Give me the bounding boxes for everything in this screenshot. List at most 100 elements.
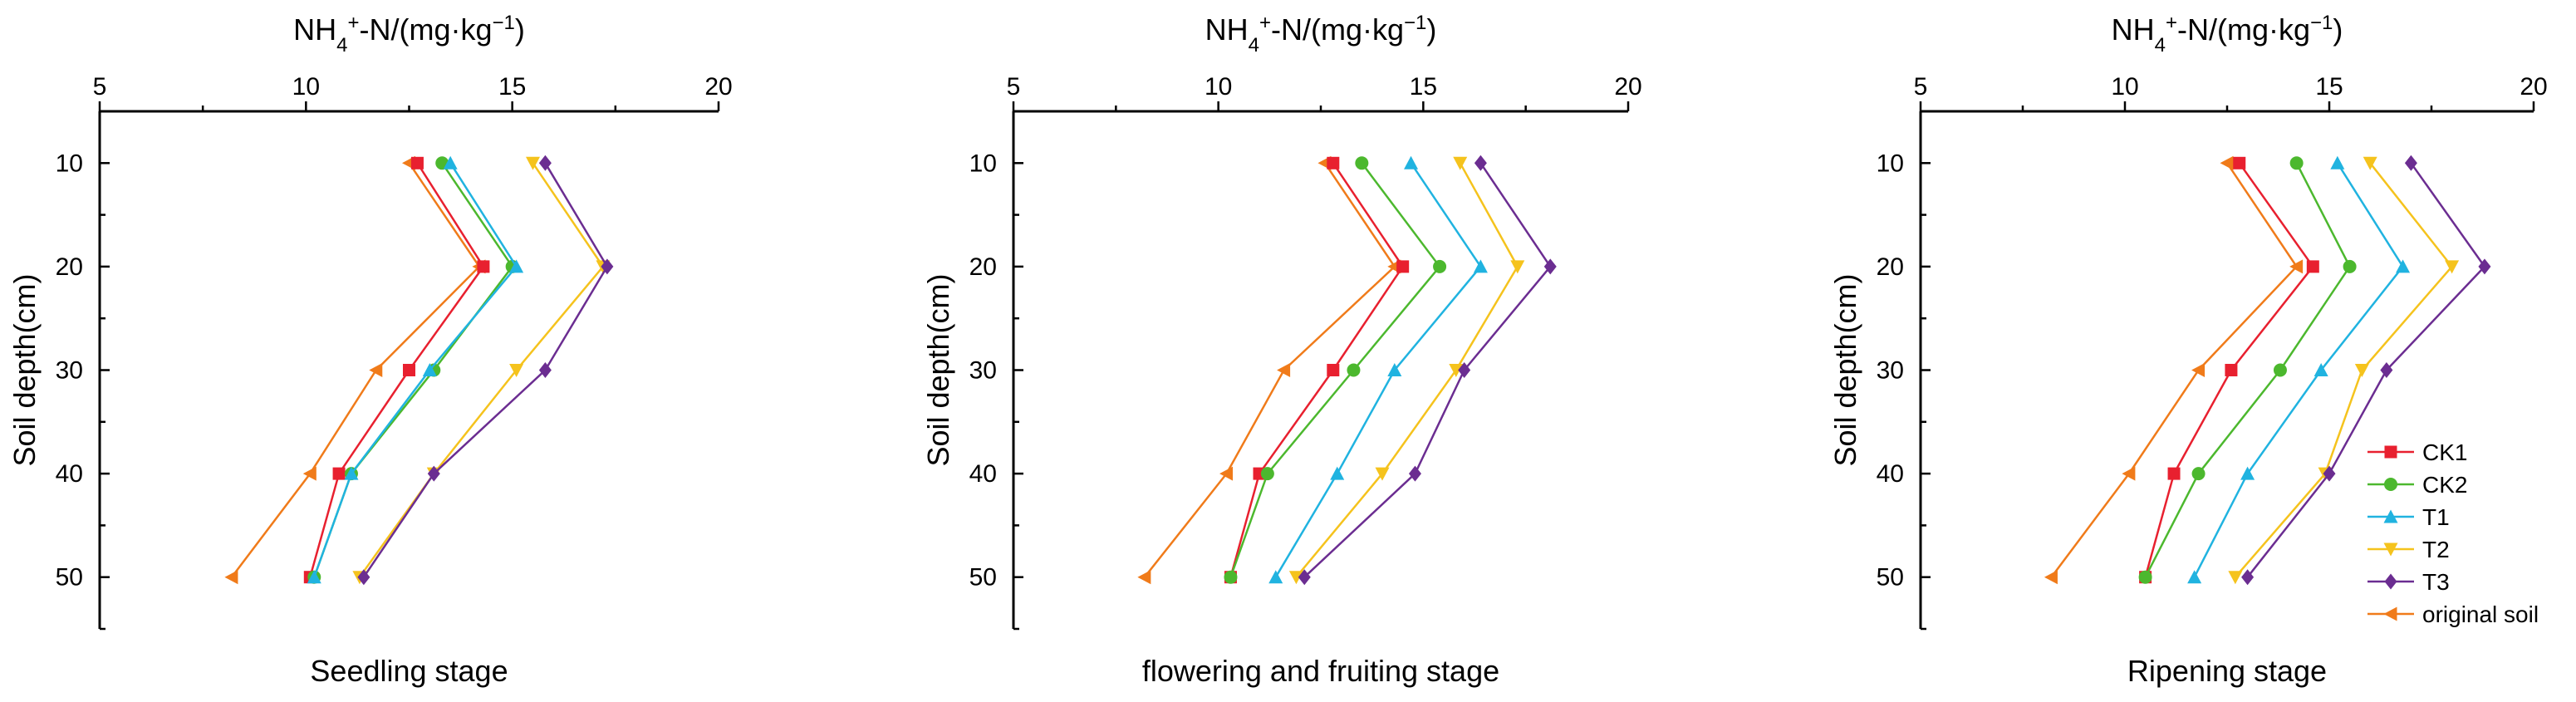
legend-label: original soil	[2422, 601, 2539, 627]
data-point	[357, 569, 370, 586]
data-point	[1327, 364, 1340, 376]
data-point	[1473, 259, 1488, 273]
y-axis-title: Soil depth(cm)	[7, 273, 42, 466]
data-point	[1224, 570, 1238, 584]
x-axis-title-part: 4	[336, 34, 347, 56]
y-tick-label: 30	[56, 357, 83, 385]
x-tick-label: 5	[1914, 73, 1928, 101]
x-tick-label: 15	[498, 73, 526, 101]
stage-label: flowering and fruiting stage	[1142, 654, 1499, 688]
data-point	[344, 466, 359, 480]
data-point	[302, 466, 316, 481]
data-point	[2138, 570, 2152, 584]
series-t1	[307, 155, 524, 584]
x-axis-title-part: -N/(mg·kg	[360, 12, 493, 47]
data-point	[2404, 155, 2417, 171]
data-point	[2380, 362, 2393, 378]
legend-entry: CK1	[2367, 439, 2467, 465]
x-tick-label: 20	[704, 73, 732, 101]
x-axis-title-part: 4	[1249, 34, 1259, 56]
data-point	[369, 363, 383, 377]
data-point	[509, 259, 524, 273]
data-point	[427, 465, 440, 482]
data-point	[477, 260, 490, 273]
series-line	[358, 162, 605, 578]
data-point	[1510, 260, 1525, 274]
data-point	[1137, 570, 1151, 585]
x-tick-label: 20	[2520, 73, 2547, 101]
x-axis-title-part: NH	[293, 12, 336, 47]
data-point	[2330, 155, 2345, 169]
x-tick-label: 15	[1410, 73, 1437, 101]
series-original-soil	[1137, 155, 1401, 585]
data-point	[1396, 260, 1410, 273]
series-t2	[1288, 156, 1525, 585]
series-line	[1229, 162, 1405, 578]
data-point	[332, 467, 346, 480]
legend-entry: T2	[2367, 537, 2450, 562]
x-axis-title-part: 4	[2155, 34, 2166, 56]
x-tick-label: 20	[1614, 73, 1641, 101]
data-point	[307, 570, 321, 584]
data-point	[1433, 259, 1447, 273]
legend-marker	[2384, 573, 2397, 590]
legend-label: CK1	[2422, 439, 2467, 465]
data-point	[1268, 570, 1283, 584]
data-point	[2306, 260, 2319, 273]
data-point	[2313, 363, 2328, 376]
y-tick-label: 40	[56, 460, 83, 488]
y-tick-label: 20	[1877, 253, 1904, 281]
x-axis-title-part: -N/(mg·kg	[2177, 12, 2310, 47]
data-point	[410, 156, 424, 169]
data-point	[1449, 364, 1464, 377]
y-tick-label: 30	[969, 357, 997, 385]
y-tick-label: 50	[1877, 564, 1904, 592]
series-t1	[2187, 155, 2411, 584]
y-axis-title: Soil depth(cm)	[1828, 273, 1862, 466]
data-point	[224, 570, 238, 585]
data-point	[538, 155, 552, 171]
series-ck2	[2138, 156, 2357, 584]
data-point	[1375, 467, 1390, 481]
data-point	[1404, 155, 1419, 169]
data-point	[2396, 259, 2411, 273]
data-point	[2044, 570, 2058, 585]
legend-label: T2	[2422, 537, 2450, 562]
stage-label: Seedling stage	[310, 654, 508, 688]
x-axis-title-part: -N/(mg·kg	[1271, 12, 1404, 47]
data-point	[1474, 155, 1487, 171]
data-point	[2289, 259, 2304, 274]
data-point	[1327, 156, 1340, 169]
legend-marker	[2383, 606, 2397, 621]
x-axis-title-part: NH	[1205, 12, 1249, 47]
data-point	[2240, 466, 2255, 480]
data-point	[2228, 571, 2243, 585]
data-point	[2122, 466, 2136, 481]
y-tick-label: 50	[56, 564, 83, 592]
data-point	[2191, 363, 2206, 377]
x-axis-title-part: −1	[1404, 12, 1426, 34]
series-line	[1303, 162, 1552, 578]
x-axis-title-part: NH	[2112, 12, 2155, 47]
x-axis-title-part: +	[2166, 12, 2177, 34]
data-point	[509, 364, 524, 377]
data-point	[1543, 258, 1557, 275]
x-tick-label: 5	[1007, 73, 1021, 101]
data-point	[2191, 467, 2206, 481]
data-point	[601, 258, 614, 275]
data-point	[1355, 156, 1369, 170]
data-point	[443, 155, 458, 169]
data-point	[1347, 363, 1361, 377]
x-axis-title-part: )	[2333, 12, 2343, 47]
data-point	[2445, 260, 2460, 274]
data-point	[2273, 363, 2287, 377]
x-axis-title-part: −1	[2310, 12, 2333, 34]
data-point	[2220, 155, 2234, 170]
legend-entry: T1	[2367, 504, 2450, 530]
data-point	[1458, 362, 1471, 378]
data-point	[1219, 466, 1234, 481]
series-ck1	[303, 156, 490, 584]
data-point	[2343, 259, 2357, 273]
y-tick-label: 20	[56, 253, 83, 281]
data-point	[1453, 156, 1468, 170]
